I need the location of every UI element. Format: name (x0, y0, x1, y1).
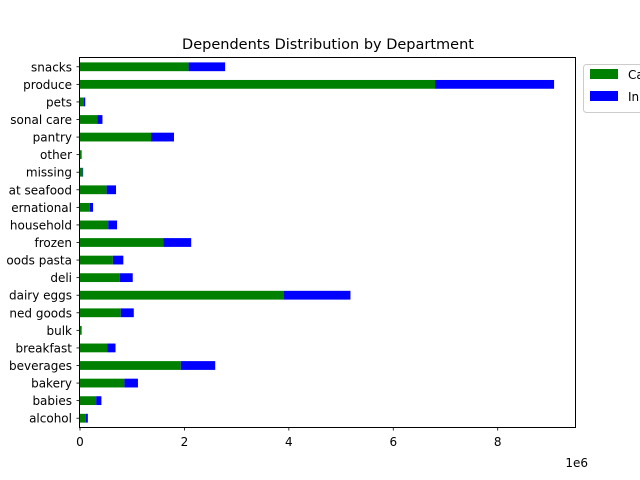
bar-missing-series-2 (82, 167, 84, 177)
bar-deli-series-2 (119, 273, 133, 283)
bar-dairy-eggs-series-1 (80, 290, 284, 300)
y-tick-label: frozen (34, 236, 72, 250)
bar-babies-series-1 (80, 396, 97, 406)
bar-international-series-2 (89, 202, 94, 212)
bar-breakfast-series-1 (80, 343, 108, 353)
bar-dry-goods-pasta-series-1 (80, 255, 113, 265)
y-tick-label: bakery (31, 377, 72, 391)
bar-bulk-series-2 (81, 325, 82, 335)
bar-snacks-series-1 (80, 62, 189, 72)
bar-missing-series-1 (80, 167, 83, 177)
x-tick-label: 0 (76, 435, 84, 449)
y-tick-label: snacks (31, 60, 72, 74)
chart-title: Dependents Distribution by Department (182, 37, 474, 53)
bar-snacks-series-2 (188, 62, 226, 72)
y-tick-label: produce (23, 78, 72, 92)
bar-meat-seafood-series-1 (80, 185, 107, 195)
bar-international-series-1 (80, 202, 90, 212)
bar-other-series-2 (81, 150, 82, 160)
bar-beverages-series-2 (180, 361, 216, 370)
y-tick-label: pets (46, 95, 72, 109)
y-tick-label: household (10, 218, 72, 232)
bar-beverages-series-1 (80, 361, 181, 370)
bar-dry-goods-pasta-series-2 (112, 255, 124, 265)
bar-personal-care-series-1 (80, 115, 98, 124)
bar-pets-series-2 (83, 97, 86, 107)
y-tick-label: alcohol (29, 412, 72, 426)
y-tick-label: breakfast (15, 341, 72, 355)
bar-bakery-series-1 (80, 378, 125, 388)
y-tick-label: pantry (33, 131, 72, 145)
x-tick-label: 2 (181, 435, 189, 449)
legend-swatch-series-1 (590, 69, 618, 79)
bar-pets-series-1 (80, 97, 84, 107)
y-tick-label: ernational (11, 201, 72, 215)
y-tick-label: sonal care (10, 113, 72, 127)
bar-canned-goods-series-2 (120, 308, 134, 318)
y-tick-label: bulk (46, 324, 72, 338)
x-offset-label: 1e6 (565, 456, 588, 470)
bar-produce-series-2 (435, 79, 555, 89)
legend-label-series-2: In (628, 90, 639, 104)
y-tick-label: oods pasta (6, 254, 72, 268)
bar-breakfast-series-2 (107, 343, 116, 353)
y-tick-label: babies (32, 394, 72, 408)
x-axis: 0 2 4 6 8 (76, 427, 502, 449)
bar-canned-goods-series-1 (80, 308, 121, 318)
bars-group (80, 62, 555, 423)
y-tick-label: ned goods (9, 306, 72, 320)
bar-bulk-series-1 (80, 325, 82, 335)
x-tick-label: 6 (389, 435, 397, 449)
bar-dairy-eggs-series-2 (283, 290, 351, 300)
bar-alcohol-series-2 (85, 413, 88, 423)
plot-frame (79, 57, 576, 428)
y-tick-label: deli (50, 271, 72, 285)
bar-pantry-series-1 (80, 132, 152, 142)
bar-other-series-1 (80, 150, 82, 160)
legend-label-series-1: Ca (628, 68, 640, 82)
bar-produce-series-1 (80, 79, 436, 89)
bar-babies-series-2 (96, 396, 102, 406)
bar-pantry-series-2 (151, 132, 174, 142)
legend: Ca In (583, 64, 640, 113)
bar-frozen-series-1 (80, 238, 164, 247)
bar-alcohol-series-1 (80, 413, 86, 423)
bar-household-series-2 (108, 220, 118, 230)
y-tick-label: beverages (9, 359, 72, 373)
y-tick-label: at seafood (9, 183, 72, 197)
y-tick-label: dairy eggs (9, 289, 72, 303)
bar-deli-series-1 (80, 273, 120, 283)
bar-household-series-1 (80, 220, 109, 230)
x-tick-label: 4 (285, 435, 293, 449)
bar-personal-care-series-2 (97, 115, 103, 124)
bar-meat-seafood-series-2 (106, 185, 117, 195)
bar-bakery-series-2 (124, 378, 138, 388)
y-axis: alcohol babies bakery beverages breakfast bul… (6, 60, 80, 426)
y-tick-label: other (40, 148, 72, 162)
bar-frozen-series-2 (163, 238, 192, 247)
y-tick-label: missing (26, 166, 72, 180)
x-tick-label: 8 (494, 435, 502, 449)
legend-swatch-series-2 (590, 91, 618, 101)
